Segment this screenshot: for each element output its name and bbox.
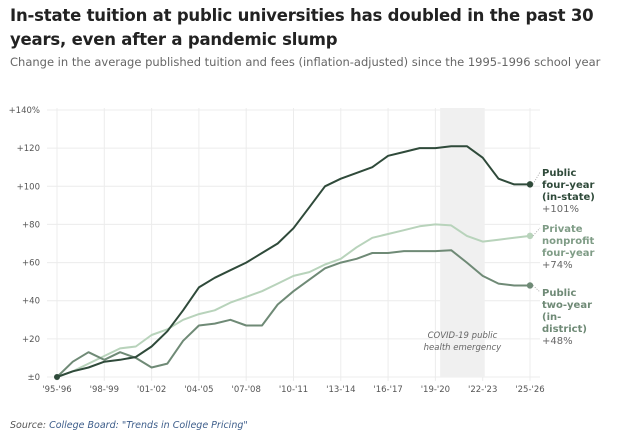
x-tick-label: '95-'96 [42,385,71,395]
chart-title: In-state tuition at public universities … [10,6,594,49]
chart-subtitle: Change in the average published tuition … [10,55,601,69]
series-label-name: Private [542,224,583,235]
series-label-value: +48% [542,336,573,347]
x-tick-label: '19-'20 [421,385,450,395]
series-label-name: Public [542,288,576,299]
series-label-name: (in- [542,312,561,323]
x-tick-label: '22-'23 [468,385,497,395]
y-tick-label: ±0 [27,373,40,383]
source-note: Source: College Board: "Trends in Colleg… [10,420,248,431]
source-prefix: Source: [10,420,50,431]
x-tick-label: '13-'14 [326,385,355,395]
label-leader [532,285,541,293]
series-label-value: +101% [542,204,579,215]
y-tick-label: +140% [9,106,40,116]
source-link[interactable]: College Board: "Trends in College Pricin… [49,420,248,431]
x-tick-label: '16-'17 [373,385,402,395]
y-tick-label: +40 [22,297,40,307]
end-point-marker [526,181,534,188]
label-leader [532,171,541,185]
series-line [56,145,531,378]
end-point-marker [526,282,534,289]
y-axis-ticks: ±0 +20 +40 +60 +80 +100 +120 +140% [9,106,40,383]
x-tick-label: '98-'99 [90,385,119,395]
x-tick-label: '10-'11 [279,385,308,395]
x-tick-label: '04-'05 [184,385,213,395]
y-tick-label: +100 [17,182,40,192]
x-tick-label: '07-'08 [232,385,261,395]
y-tick-label: +80 [22,220,40,230]
y-tick-label: +120 [17,144,40,154]
x-tick-label: '01-'02 [137,385,166,395]
x-tick-label: '25-'26 [515,385,544,395]
series-label-name: nonprofit [542,236,594,247]
series-label-name: district) [542,324,587,335]
y-tick-label: +20 [22,335,40,345]
series-label-name: four-year [542,248,594,259]
series-lines [54,145,534,380]
series-line [56,223,531,378]
end-point-marker [526,232,534,240]
series-labels: Publicfour-year(in-state)+101%Privatenon… [532,168,595,347]
series-label-name: Public [542,168,576,179]
series-label-value: +74% [542,260,573,271]
label-leader [532,227,541,237]
covid-annotation-text: COVID-19 public [428,331,498,341]
start-point-marker [54,374,60,380]
covid-annotation-text: health emergency [424,343,503,353]
x-axis-ticks: '95-'96 '98-'99 '01-'02 '04-'05 '07-'08 '10-'… [42,385,544,395]
y-tick-label: +60 [22,259,40,269]
series-label-name: four-year [542,180,594,191]
series-label-name: (in-state) [542,192,595,203]
series-label-name: two-year [542,300,592,311]
